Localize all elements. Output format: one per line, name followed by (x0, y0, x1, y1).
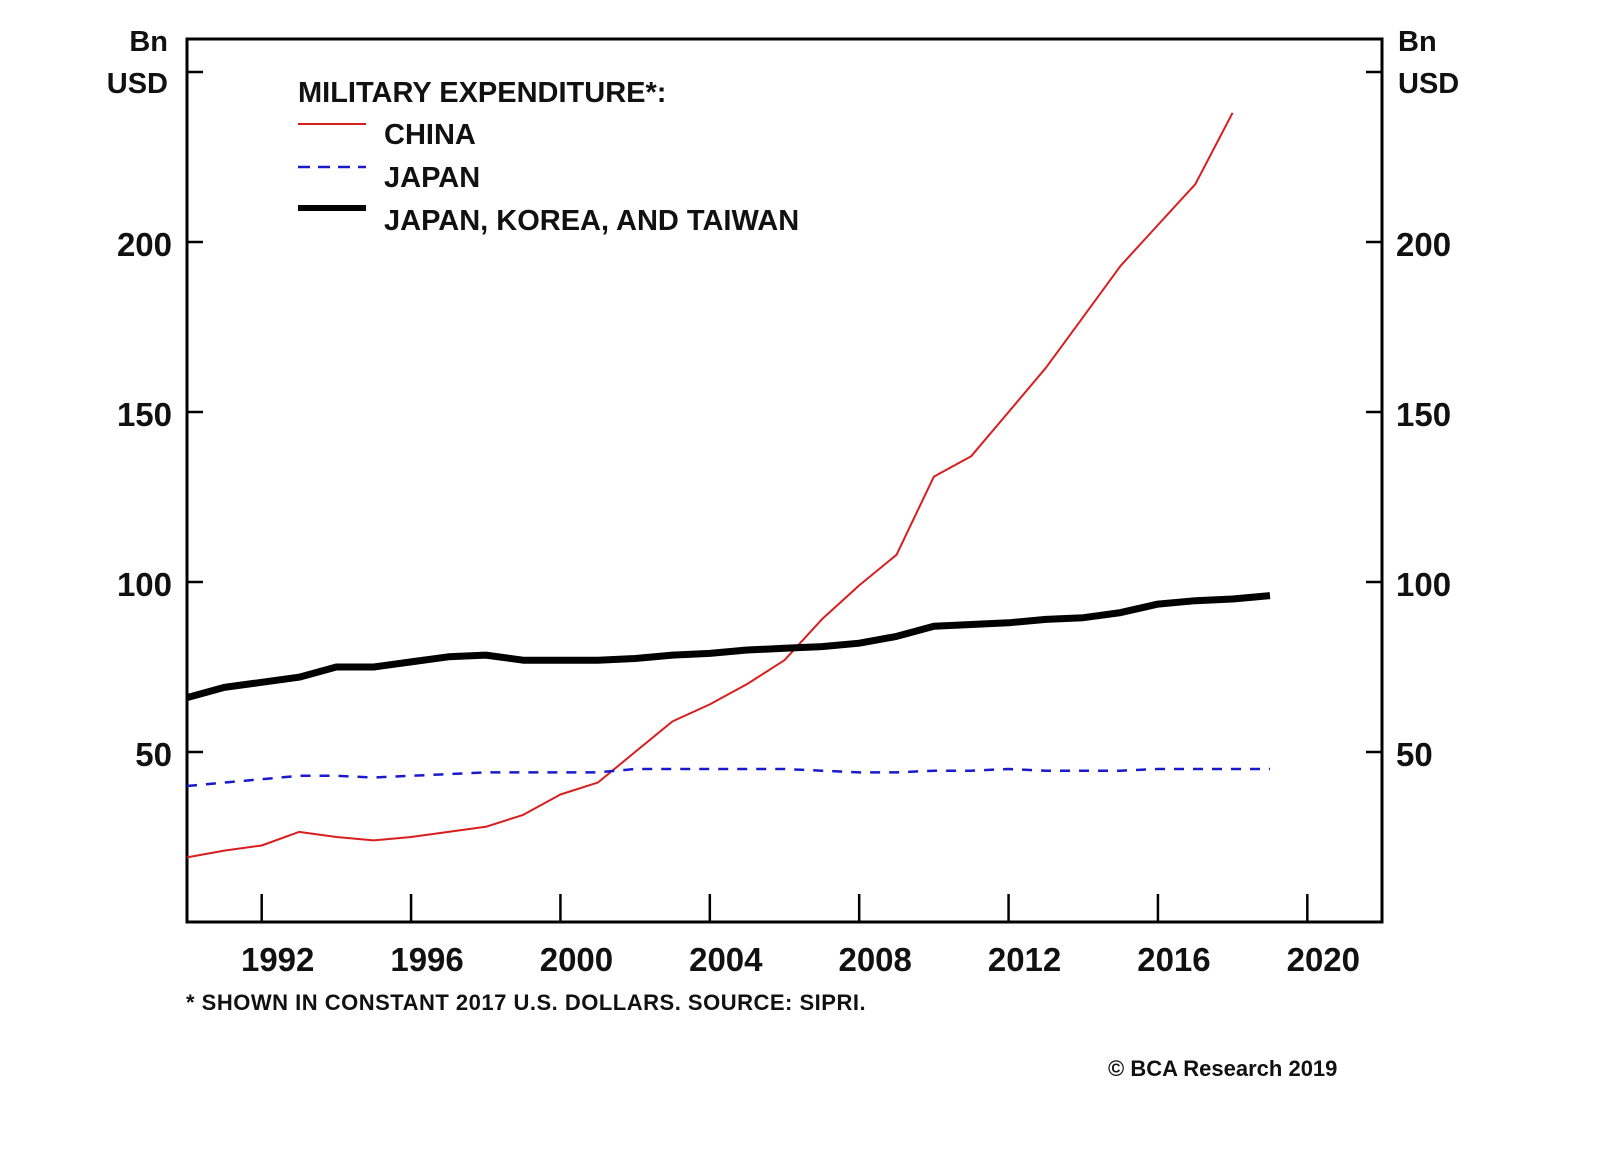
y-tick-label-right: 200 (1396, 226, 1451, 263)
y-tick-label-right: 100 (1396, 566, 1451, 603)
y-tick-label-right: 50 (1396, 736, 1433, 773)
series-line-japan (186, 767, 1270, 788)
y-axis-unit-right: Bn USD (1398, 26, 1459, 100)
axis-ticks: 1992 1996 2000 2004 2008 2012 2016 2020 50 50 100 1… (117, 70, 1451, 978)
plot-border (185, 37, 1384, 924)
y-unit-left-line2: USD (107, 68, 168, 100)
legend-title: MILITARY EXPENDITURE*: (298, 77, 666, 109)
y-tick-label-left: 100 (117, 566, 172, 603)
y-tick-label-left: 50 (135, 736, 172, 773)
credit: © BCA Research 2019 (1108, 1056, 1338, 1081)
x-tick-label: 2000 (540, 941, 613, 978)
y-axis-unit-left: Bn USD (107, 26, 168, 100)
x-tick-label: 1992 (241, 941, 314, 978)
series-lines (186, 112, 1271, 859)
y-unit-right-line2: USD (1398, 68, 1459, 100)
x-tick-label: 2020 (1287, 941, 1360, 978)
y-tick-label-right: 150 (1396, 396, 1451, 433)
y-unit-right-line1: Bn (1398, 26, 1437, 58)
footnote: * SHOWN IN CONSTANT 2017 U.S. DOLLARS. S… (186, 990, 867, 1015)
y-unit-left-line1: Bn (129, 26, 168, 58)
x-tick-label: 2004 (689, 941, 763, 978)
x-tick-label: 2008 (838, 941, 911, 978)
y-tick-label-left: 200 (117, 226, 172, 263)
x-tick-label: 1996 (390, 941, 463, 978)
x-tick-label: 2012 (988, 941, 1061, 978)
legend: MILITARY EXPENDITURE*: CHINA JAPAN JAPAN… (298, 77, 799, 237)
y-tick-label-left: 150 (117, 396, 172, 433)
series-line-china (186, 112, 1234, 859)
legend-label-japan: JAPAN (384, 162, 480, 194)
legend-label-china: CHINA (384, 119, 476, 151)
plot-frame (185, 37, 1384, 924)
series-line-japan-korea-and-taiwan (186, 592, 1271, 701)
legend-label-japan-korea-taiwan: JAPAN, KOREA, AND TAIWAN (384, 205, 799, 237)
x-tick-label: 2016 (1137, 941, 1210, 978)
